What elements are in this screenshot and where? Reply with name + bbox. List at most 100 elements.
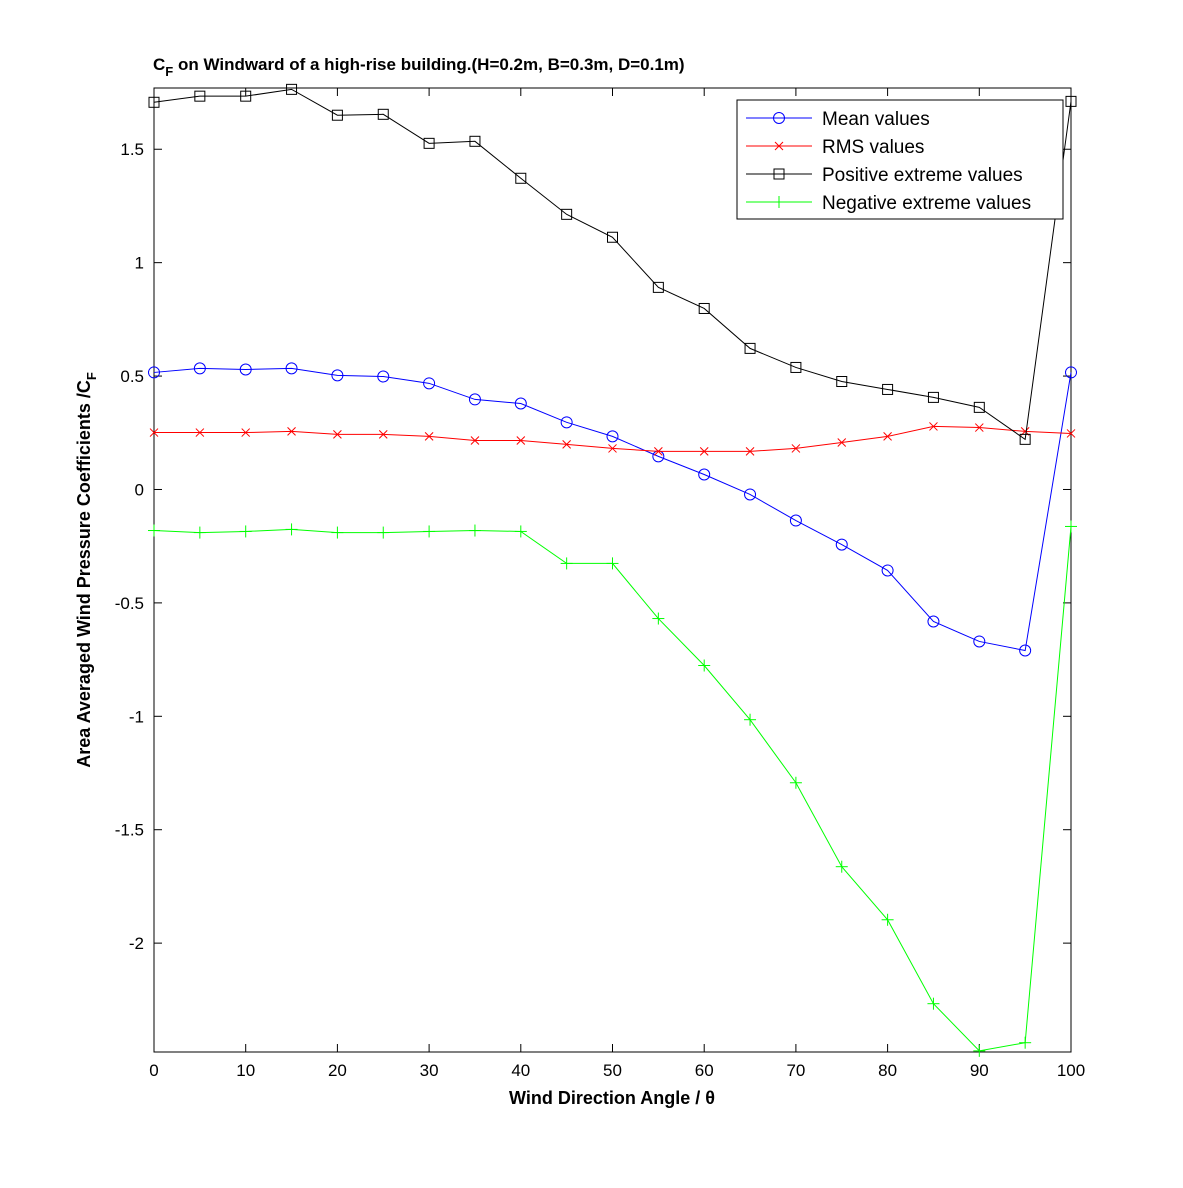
y-tick-label: -1.5 bbox=[115, 821, 144, 840]
marker-stroke bbox=[470, 436, 480, 445]
data-point bbox=[331, 109, 343, 121]
data-point bbox=[377, 108, 389, 120]
legend-marker bbox=[774, 141, 784, 151]
data-point bbox=[561, 208, 573, 220]
data-point bbox=[333, 430, 342, 439]
data-point bbox=[837, 438, 847, 447]
data-point bbox=[1065, 520, 1077, 533]
x-tick-label: 50 bbox=[603, 1061, 622, 1080]
series-rms-values bbox=[149, 422, 1076, 456]
title-sub: F bbox=[165, 64, 173, 79]
marker-stroke bbox=[974, 423, 984, 432]
marker-stroke bbox=[424, 432, 434, 441]
data-point bbox=[653, 447, 663, 456]
marker-stroke bbox=[883, 432, 892, 441]
data-point bbox=[195, 428, 205, 437]
data-point bbox=[698, 468, 711, 481]
data-point bbox=[1019, 644, 1032, 657]
y-tick-label: -1 bbox=[129, 707, 144, 726]
data-point bbox=[1019, 433, 1031, 445]
series-negative-extreme-values bbox=[148, 520, 1077, 1057]
data-point bbox=[1065, 366, 1077, 379]
data-point bbox=[973, 1044, 986, 1057]
y-tick-label: 0 bbox=[135, 480, 144, 499]
data-point bbox=[285, 523, 298, 536]
data-point bbox=[560, 557, 573, 570]
x-axis-label: Wind Direction Angle / θ bbox=[509, 1088, 715, 1108]
legend-label: Positive extreme values bbox=[822, 165, 1023, 186]
y-tick-label: 1 bbox=[135, 254, 144, 273]
data-point bbox=[148, 524, 160, 537]
data-point bbox=[835, 860, 848, 873]
series-line bbox=[153, 367, 1072, 652]
data-point bbox=[470, 436, 480, 445]
y-tick-label: -0.5 bbox=[115, 594, 144, 613]
x-tick-label: 40 bbox=[511, 1061, 530, 1080]
x-tick-label: 0 bbox=[149, 1061, 158, 1080]
marker-stroke bbox=[333, 430, 342, 439]
x-tick-label: 100 bbox=[1057, 1061, 1085, 1080]
data-point bbox=[836, 376, 848, 388]
data-point bbox=[745, 447, 755, 456]
series-mean-values bbox=[148, 362, 1077, 657]
data-point bbox=[514, 525, 527, 538]
data-point bbox=[287, 427, 296, 436]
data-point bbox=[423, 377, 436, 390]
data-point bbox=[239, 363, 252, 376]
data-point bbox=[468, 393, 481, 406]
data-point bbox=[423, 525, 436, 538]
data-point bbox=[927, 997, 940, 1010]
data-point bbox=[193, 526, 206, 539]
x-tick-label: 10 bbox=[236, 1061, 255, 1080]
y-tick-label: 0.5 bbox=[120, 367, 144, 386]
data-point bbox=[194, 90, 206, 102]
data-point bbox=[285, 362, 298, 375]
series-positive-extreme-values bbox=[148, 83, 1077, 445]
data-point bbox=[149, 428, 159, 437]
legend: Mean values RMS values Positive extreme va… bbox=[736, 99, 1064, 220]
series-line bbox=[153, 88, 1072, 441]
data-point bbox=[881, 913, 894, 926]
data-point bbox=[377, 370, 390, 383]
data-point bbox=[423, 137, 435, 149]
data-point bbox=[424, 432, 434, 441]
data-point bbox=[606, 557, 619, 570]
data-point bbox=[744, 713, 757, 726]
chart-title: CF on Windward of a high-rise building.(… bbox=[153, 55, 685, 79]
data-point bbox=[514, 397, 527, 410]
data-point bbox=[148, 366, 160, 379]
data-point bbox=[974, 423, 984, 432]
x-tick-label: 30 bbox=[420, 1061, 439, 1080]
data-point bbox=[331, 369, 344, 382]
title-main: C bbox=[153, 55, 165, 74]
legend-marker bbox=[773, 112, 785, 124]
x-tick-label: 80 bbox=[878, 1061, 897, 1080]
data-point bbox=[929, 422, 938, 431]
data-point bbox=[883, 432, 892, 441]
marker-stroke bbox=[745, 447, 755, 456]
x-tick-label: 20 bbox=[328, 1061, 347, 1080]
data-point bbox=[515, 172, 527, 184]
marker-stroke bbox=[241, 428, 251, 437]
data-point bbox=[927, 615, 940, 628]
data-point bbox=[1019, 1036, 1032, 1049]
legend-label: Mean values bbox=[822, 109, 930, 130]
x-tick-label: 60 bbox=[695, 1061, 714, 1080]
data-point bbox=[1066, 429, 1076, 438]
data-point bbox=[699, 447, 709, 456]
data-point bbox=[562, 439, 572, 449]
data-point bbox=[744, 488, 757, 501]
x-tick-label: 90 bbox=[970, 1061, 989, 1080]
data-point bbox=[698, 302, 710, 314]
legend-box bbox=[736, 99, 1064, 220]
y-tick-label: -2 bbox=[129, 934, 144, 953]
data-point bbox=[1065, 95, 1077, 107]
marker-stroke bbox=[837, 438, 847, 447]
data-point bbox=[652, 281, 664, 293]
axes: 0 10 20 30 40 50 60 70 80 90 100 -2 -1.5 -1 -0.5 0 0.5 1 1… bbox=[115, 87, 1085, 1080]
data-point bbox=[744, 342, 756, 354]
x-tick-label: 70 bbox=[786, 1061, 805, 1080]
marker-stroke bbox=[562, 439, 572, 449]
ylabel-main: Area Averaged Wind Pressure Coefficients… bbox=[74, 380, 94, 768]
